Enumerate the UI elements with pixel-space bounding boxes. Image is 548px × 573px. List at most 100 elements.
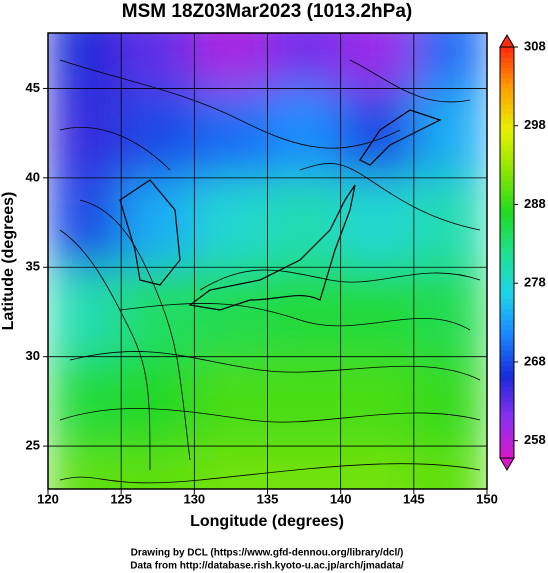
colorbar-segment <box>500 170 514 176</box>
colorbar-tick-label: 288 <box>524 196 546 211</box>
streamline <box>79 199 191 461</box>
colorbar-tick-label: 268 <box>524 353 546 368</box>
field-cell <box>267 88 342 179</box>
colorbar-segment <box>500 149 514 156</box>
colorbar-segment <box>500 247 514 253</box>
field-cell <box>194 33 268 89</box>
x-tick-label: 130 <box>183 491 205 506</box>
colorbar-segment <box>500 201 514 207</box>
colorbar-segment <box>500 391 514 397</box>
field-cell <box>194 267 268 358</box>
field-cell <box>413 88 487 179</box>
grid: 120 125 130 135 140 145 150 25 30 35 40 45 <box>26 33 498 506</box>
colorbar-segment <box>500 427 514 433</box>
colorbar-segment <box>500 447 514 454</box>
colorbar-tick-label: 258 <box>524 432 546 447</box>
colorbar-segment <box>500 262 514 269</box>
colorbar-segment <box>500 129 514 135</box>
field-cell <box>340 356 415 447</box>
x-tick-label: 120 <box>37 491 59 506</box>
colorbar-segment <box>500 82 514 89</box>
colorbar-segment <box>500 386 514 392</box>
streamline <box>299 163 481 231</box>
y-tick-label: 30 <box>26 348 40 363</box>
field-cell <box>48 356 122 447</box>
colorbar-segment <box>500 134 514 140</box>
field-cell <box>121 177 195 268</box>
y-axis-label: Latitude (degrees) <box>0 192 17 331</box>
colorbar-segment <box>500 195 514 202</box>
field-cell <box>48 446 122 489</box>
colorbar-segment <box>500 113 514 120</box>
colorbar-segment <box>500 334 514 341</box>
field-cell <box>121 88 195 179</box>
colorbar-segment <box>500 309 514 315</box>
colorbar-segment <box>500 103 514 110</box>
field-cell <box>267 267 342 358</box>
colorbar-segment <box>500 47 514 53</box>
field-cell <box>48 267 122 358</box>
colorbar-tick-label: 278 <box>524 275 546 290</box>
field-cell <box>413 356 487 447</box>
colorbar-segment <box>500 380 514 387</box>
colorbar-segment <box>500 231 514 238</box>
colorbar-segment <box>500 329 514 336</box>
coastline <box>119 179 181 286</box>
streamline <box>59 127 171 171</box>
field-cell <box>194 177 268 268</box>
field-cell <box>413 33 487 89</box>
streamline <box>59 408 481 423</box>
y-tick-label: 45 <box>26 80 40 95</box>
colorbar-segment <box>500 62 514 69</box>
colorbar-segment <box>500 144 514 151</box>
field-cell <box>194 446 268 489</box>
x-axis-label: Longitude (degrees) <box>190 513 344 530</box>
field-cell <box>413 267 487 358</box>
colorbar-segment <box>500 124 514 130</box>
streamline <box>349 59 471 103</box>
field-cell <box>194 356 268 447</box>
colorbar-segment <box>500 401 514 408</box>
footer-line: Data from http://database.rish.kyoto-u.a… <box>130 561 404 572</box>
field-cell <box>267 33 342 89</box>
colorbar-segment <box>500 437 514 444</box>
colorbar-frame <box>499 46 515 459</box>
colorbar-segment <box>500 93 514 99</box>
colorbar-arrow <box>499 34 515 48</box>
colorbar-segment <box>500 370 514 377</box>
colorbar-segment <box>500 452 514 459</box>
coastlines <box>119 109 442 311</box>
y-tick-label: 40 <box>26 169 40 184</box>
colorbar-segment <box>500 67 514 74</box>
colorbar-segment <box>500 298 514 305</box>
field-cell <box>267 177 342 268</box>
colorbar-segment <box>500 267 514 274</box>
colorbar-segment <box>500 226 514 233</box>
colorbar-segment <box>500 350 514 356</box>
colorbar-segment <box>500 180 514 187</box>
colorbar-segment <box>500 375 514 382</box>
streamline <box>69 351 481 381</box>
field-cell <box>121 267 195 358</box>
colorbar-segment <box>500 288 514 295</box>
streamline <box>199 269 481 291</box>
field-cell <box>48 177 122 268</box>
colorbar-segment <box>500 303 514 310</box>
colorbar-segment <box>500 406 514 413</box>
colorbar-segment <box>500 108 514 115</box>
colorbar-segment <box>500 319 514 325</box>
field-cell <box>267 446 342 489</box>
field-cell <box>48 88 122 179</box>
colorbar-segment <box>500 160 514 166</box>
colorbar-segment <box>500 293 514 300</box>
coastline <box>188 184 356 311</box>
colorbar-segment <box>500 442 514 449</box>
colorbar-segment <box>500 154 514 161</box>
colorbar-segment <box>500 175 514 182</box>
colorbar-segment <box>500 88 514 94</box>
colorbar-segment <box>500 344 514 351</box>
colorbar-arrow <box>499 457 515 471</box>
x-tick-label: 145 <box>403 491 425 506</box>
field-cell <box>340 33 415 89</box>
colorbar-segment <box>500 221 514 228</box>
